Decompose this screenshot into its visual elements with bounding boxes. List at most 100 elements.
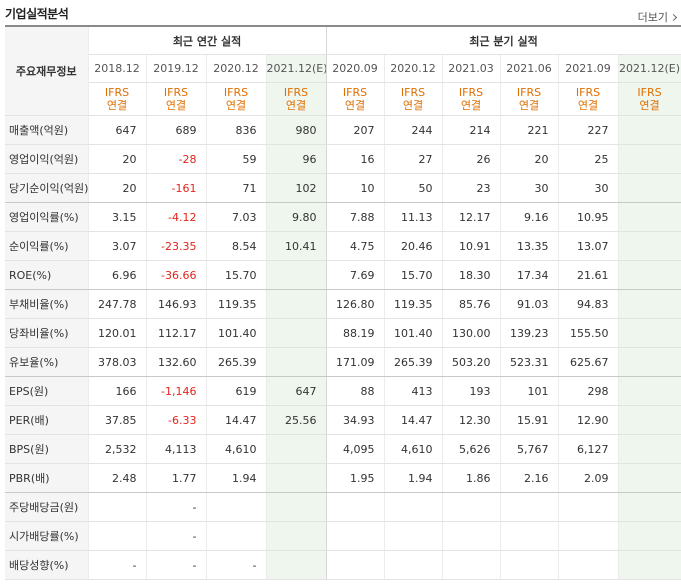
cell-quarter: 16 xyxy=(326,144,385,174)
row-label: 영업이익(억원) xyxy=(5,144,89,174)
cell-annual: 101.40 xyxy=(206,318,267,348)
cell-quarter: 85.76 xyxy=(442,289,501,319)
cell-quarter xyxy=(618,347,681,377)
cell-quarter xyxy=(618,115,681,145)
basis-consolidation: 연결 xyxy=(165,99,187,112)
cell-quarter: 25 xyxy=(558,144,619,174)
cell-annual: 96 xyxy=(266,144,327,174)
section-title: 기업실적분석 xyxy=(5,7,69,21)
basis-consolidation: 연결 xyxy=(460,99,482,112)
cell-annual: - xyxy=(146,492,207,522)
cell-annual: 8.54 xyxy=(206,231,267,261)
cell-annual: 120.01 xyxy=(88,318,147,348)
cell-quarter: 4.75 xyxy=(326,231,385,261)
cell-annual xyxy=(266,289,327,319)
header-row-periods: 2018.12 2019.12 2020.12 2021.12(E) 2020.09 20… xyxy=(5,54,681,83)
cell-quarter: 26 xyxy=(442,144,501,174)
cell-annual: 132.60 xyxy=(146,347,207,377)
cell-quarter xyxy=(618,521,681,551)
period-quarter: 2020.12 xyxy=(384,54,443,83)
row-label: 배당성향(%) xyxy=(5,550,89,580)
basis-standard: IFRS xyxy=(575,86,601,99)
cell-quarter: 91.03 xyxy=(500,289,559,319)
more-label: 더보기 xyxy=(637,11,668,24)
cell-annual: 2,532 xyxy=(88,434,147,464)
cell-quarter: 21.61 xyxy=(558,260,619,290)
cell-quarter: 88.19 xyxy=(326,318,385,348)
cell-quarter: 23 xyxy=(442,173,501,203)
cell-annual xyxy=(88,521,147,551)
table-body: 매출액(억원) 647 689 836 980 207 244 214 221 227 영업이익(억… xyxy=(5,115,681,580)
cell-annual xyxy=(266,521,327,551)
cell-quarter xyxy=(558,521,619,551)
cell-annual: 378.03 xyxy=(88,347,147,377)
cell-annual xyxy=(266,347,327,377)
cell-annual: 4,610 xyxy=(206,434,267,464)
row-label: EPS(원) xyxy=(5,376,89,406)
cell-quarter xyxy=(384,550,443,580)
cell-annual xyxy=(266,434,327,464)
cell-quarter: 30 xyxy=(500,173,559,203)
cell-annual: 7.03 xyxy=(206,202,267,232)
cell-annual: -23.35 xyxy=(146,231,207,261)
header-row-basis: IFRS 연결 IFRS 연결 IFRS 연결 IFRS 연결 IFRS 연결 IFRS 연결 IFRS… xyxy=(5,82,681,116)
cell-annual: 265.39 xyxy=(206,347,267,377)
basis-consolidation: 연결 xyxy=(344,99,366,112)
cell-quarter: 7.88 xyxy=(326,202,385,232)
basis-consolidation: 연결 xyxy=(577,99,599,112)
cell-quarter: 298 xyxy=(558,376,619,406)
cell-quarter: 227 xyxy=(558,115,619,145)
cell-annual: 689 xyxy=(146,115,207,145)
row-label: PER(배) xyxy=(5,405,89,435)
row-label: 매출액(억원) xyxy=(5,115,89,145)
cell-quarter: 207 xyxy=(326,115,385,145)
financial-summary-table: 주요재무정보 최근 연간 실적 최근 분기 실적 2018.12 2019.12 2020… xyxy=(5,25,681,580)
cell-quarter: 1.95 xyxy=(326,463,385,493)
cell-quarter: 15.91 xyxy=(500,405,559,435)
cell-quarter: 193 xyxy=(442,376,501,406)
cell-annual: 166 xyxy=(88,376,147,406)
row-label: 순이익률(%) xyxy=(5,231,89,261)
cell-annual: -1,146 xyxy=(146,376,207,406)
basis-cell: IFRS 연결 xyxy=(206,82,267,116)
cell-annual: 20 xyxy=(88,173,147,203)
cell-annual: 3.07 xyxy=(88,231,147,261)
cell-annual: 102 xyxy=(266,173,327,203)
more-link[interactable]: 더보기 xyxy=(637,9,678,25)
cell-annual: 20 xyxy=(88,144,147,174)
row-label: 영업이익률(%) xyxy=(5,202,89,232)
cell-quarter: 30 xyxy=(558,173,619,203)
cell-annual: - xyxy=(88,550,147,580)
cell-annual: 619 xyxy=(206,376,267,406)
cell-annual: -6.33 xyxy=(146,405,207,435)
cell-quarter: 101 xyxy=(500,376,559,406)
cell-annual: 112.17 xyxy=(146,318,207,348)
cell-annual: -161 xyxy=(146,173,207,203)
cell-annual xyxy=(266,463,327,493)
table-row: 유보율(%) 378.03 132.60 265.39 171.09 265.39 503.… xyxy=(5,347,681,377)
cell-quarter xyxy=(442,492,501,522)
cell-quarter: 265.39 xyxy=(384,347,443,377)
cell-annual: 647 xyxy=(88,115,147,145)
period-quarter: 2021.09 xyxy=(558,54,619,83)
cell-quarter: 17.34 xyxy=(500,260,559,290)
cell-annual: -28 xyxy=(146,144,207,174)
cell-annual: 71 xyxy=(206,173,267,203)
cell-annual: 6.96 xyxy=(88,260,147,290)
cell-annual: 1.77 xyxy=(146,463,207,493)
table-row: 배당성향(%) - - - xyxy=(5,550,681,580)
table-row: 영업이익(억원) 20 -28 59 96 16 27 26 20 25 xyxy=(5,144,681,174)
basis-cell: IFRS 연결 xyxy=(442,82,501,116)
period-quarter: 2020.09 xyxy=(326,54,385,83)
cell-quarter: 12.30 xyxy=(442,405,501,435)
group-quarter-header: 최근 분기 실적 xyxy=(326,25,681,55)
cell-annual xyxy=(266,492,327,522)
cell-quarter xyxy=(384,521,443,551)
cell-annual: 146.93 xyxy=(146,289,207,319)
cell-annual: 2.48 xyxy=(88,463,147,493)
cell-quarter xyxy=(618,202,681,232)
basis-cell: IFRS 연결 xyxy=(266,82,327,116)
period-quarter: 2021.03 xyxy=(442,54,501,83)
cell-quarter: 34.93 xyxy=(326,405,385,435)
cell-quarter xyxy=(500,550,559,580)
